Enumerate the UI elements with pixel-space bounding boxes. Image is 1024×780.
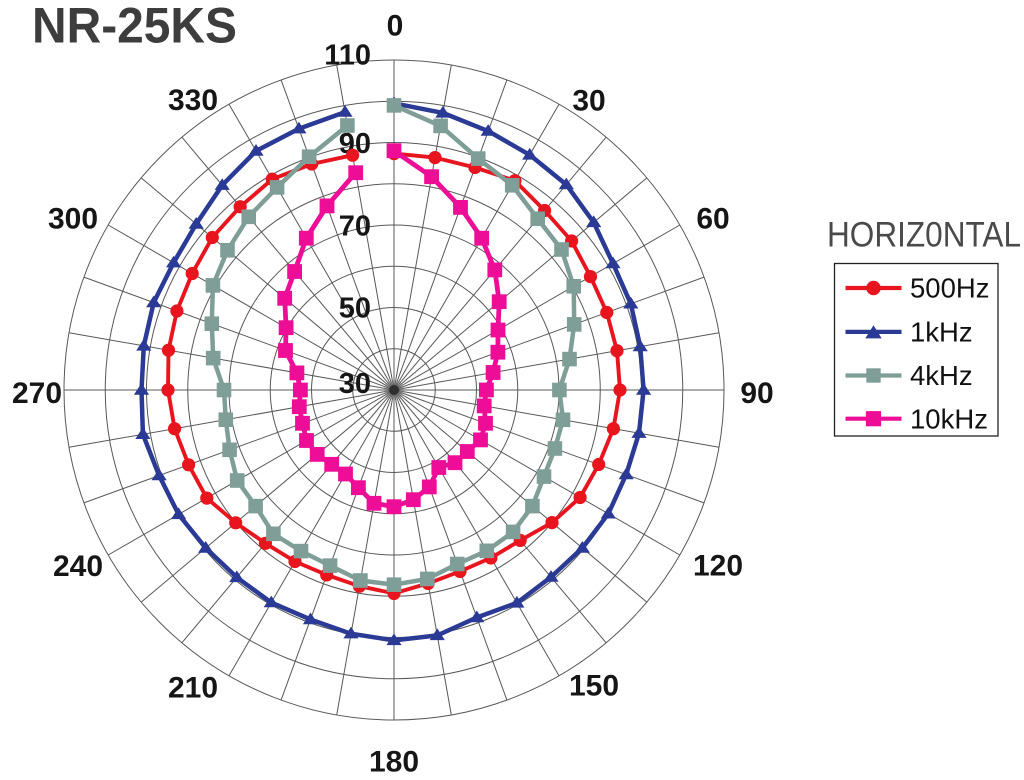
svg-text:210: 210 bbox=[168, 671, 218, 704]
svg-text:150: 150 bbox=[569, 669, 619, 702]
svg-text:HORIZ0NTAL: HORIZ0NTAL bbox=[827, 216, 1021, 255]
svg-text:240: 240 bbox=[53, 550, 103, 583]
svg-text:NR-25KS: NR-25KS bbox=[32, 0, 237, 54]
svg-text:10kHz: 10kHz bbox=[910, 403, 988, 434]
svg-text:60: 60 bbox=[696, 202, 729, 235]
svg-text:180: 180 bbox=[369, 745, 419, 778]
svg-text:330: 330 bbox=[168, 84, 218, 117]
svg-text:110: 110 bbox=[324, 40, 371, 72]
svg-text:70: 70 bbox=[339, 211, 371, 243]
svg-text:90: 90 bbox=[740, 377, 773, 410]
svg-text:30: 30 bbox=[339, 368, 371, 400]
svg-text:270: 270 bbox=[12, 377, 62, 410]
svg-text:300: 300 bbox=[48, 202, 98, 235]
svg-text:4kHz: 4kHz bbox=[910, 360, 973, 391]
svg-text:500Hz: 500Hz bbox=[910, 273, 990, 304]
svg-text:30: 30 bbox=[572, 84, 605, 117]
svg-text:50: 50 bbox=[339, 292, 371, 324]
svg-text:1kHz: 1kHz bbox=[910, 317, 973, 348]
svg-text:0: 0 bbox=[387, 9, 404, 42]
svg-text:120: 120 bbox=[693, 549, 743, 582]
